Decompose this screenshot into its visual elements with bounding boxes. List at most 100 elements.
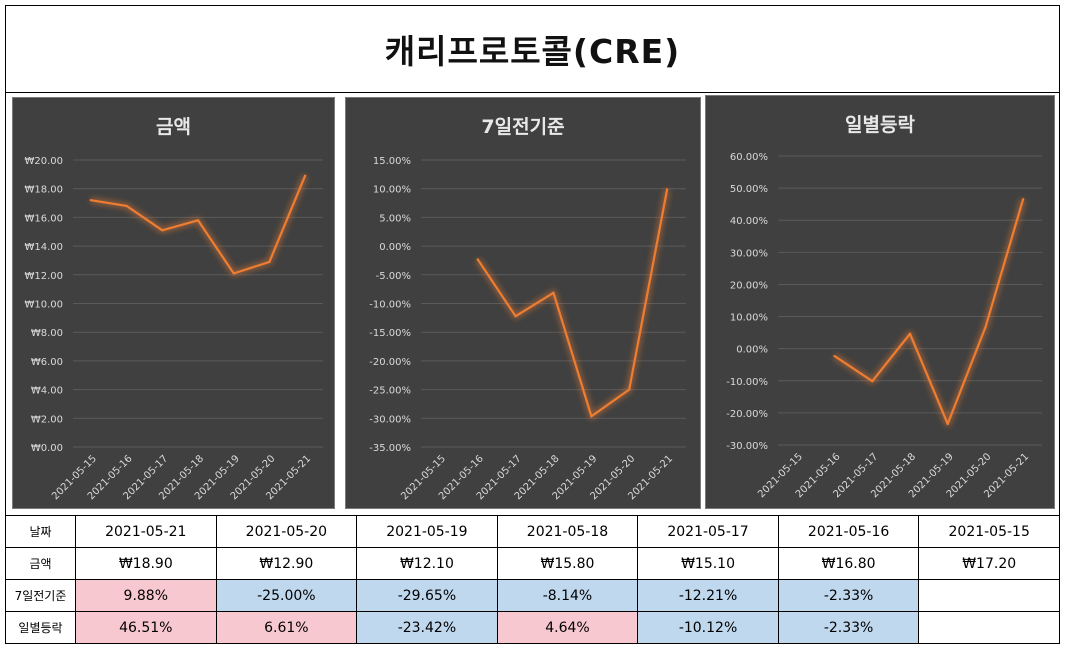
table-cell: 2021-05-21 (75, 515, 217, 548)
chart-amount: 금액 ₩20.00 ₩18.00 ₩16.00 ₩14.00 ₩12.00 ₩10.00 ₩… (12, 97, 335, 509)
table-cell: ₩18.90 (75, 547, 217, 580)
chart-title: 일별등락 (845, 114, 915, 136)
series-line (833, 198, 1025, 425)
series-line (476, 189, 669, 418)
table-cell: 2021-05-20 (215, 515, 358, 548)
y-tick-label: ₩18.00 (24, 185, 63, 196)
y-tick-label: ₩12.00 (24, 271, 63, 282)
y-tick-label: -35.00% (369, 443, 411, 454)
data-point (268, 260, 271, 264)
data-point (833, 354, 836, 358)
data-point (1021, 198, 1025, 201)
table-cell: 6.61% (215, 611, 358, 644)
table-cell: ₩12.90 (215, 547, 358, 580)
data-table: 날짜 2021-05-21 2021-05-20 2021-05-19 2021… (5, 515, 1060, 644)
table-cell: ₩15.80 (496, 547, 639, 580)
table-cell (918, 611, 1060, 644)
table-cell: 9.88% (75, 579, 217, 612)
y-tick-label: ₩6.00 (31, 357, 63, 368)
y-tick-label: ₩20.00 (24, 156, 63, 167)
data-point (984, 326, 987, 329)
table-cell (918, 579, 1060, 612)
data-point (946, 422, 949, 426)
row-label-date: 날짜 (5, 515, 76, 548)
y-tick-label: ₩16.00 (24, 213, 63, 224)
data-point (514, 314, 517, 318)
chart-title: 금액 (156, 116, 191, 138)
table-cell: 2021-05-16 (777, 515, 920, 548)
y-tick-label: 5.00% (379, 213, 411, 224)
table-cell: -8.14% (496, 579, 639, 612)
data-point (232, 272, 235, 275)
title-box: 캐리프로토콜(CRE) (5, 5, 1060, 93)
y-tick-label: 40.00% (730, 216, 768, 227)
data-point (161, 229, 164, 232)
y-tick-label: -10.00% (369, 300, 411, 311)
data-point (871, 379, 874, 383)
y-tick-label: 0.00% (736, 345, 768, 356)
data-point (125, 204, 128, 208)
table-cell: -29.65% (356, 579, 498, 612)
table-cell: -23.42% (356, 611, 498, 644)
data-point (89, 198, 93, 202)
table-cell: ₩17.20 (918, 547, 1060, 580)
data-point (590, 415, 593, 418)
table-cell: 4.64% (496, 611, 639, 644)
table-cell: -2.33% (777, 611, 920, 644)
page-title: 캐리프로토콜(CRE) (384, 32, 681, 71)
y-tick-label: 15.00% (373, 156, 411, 167)
y-tick-label: -10.00% (726, 377, 768, 388)
table-cell: 2021-05-15 (918, 515, 1060, 548)
data-point (196, 219, 200, 222)
table-cell: 2021-05-18 (496, 515, 639, 548)
y-tick-label: -5.00% (376, 271, 411, 282)
table-cell: ₩16.80 (777, 547, 920, 580)
y-tick-label: 0.00% (379, 242, 411, 253)
series-line-glow (832, 198, 1026, 427)
y-tick-label: ₩14.00 (24, 242, 63, 253)
y-tick-label: ₩8.00 (31, 328, 63, 339)
y-tick-label: 60.00% (730, 152, 768, 163)
data-point (665, 188, 669, 191)
table-row-amount: 금액 ₩18.90 ₩12.90 ₩12.10 ₩15.80 ₩15.10 ₩1… (5, 547, 1060, 580)
chart-svg: ₩20.00 ₩18.00 ₩16.00 ₩14.00 ₩12.00 ₩10.00 ₩8.0… (24, 156, 323, 502)
table-cell: -12.21% (637, 579, 779, 612)
table-cell: 46.51% (75, 611, 217, 644)
data-point (552, 291, 555, 295)
table-cell: ₩12.10 (356, 547, 498, 580)
chart-7day: 7일전기준 15.00% 10.00% 5.00% 0.00% -5.00% -10.00… (345, 97, 701, 509)
table-row-daily: 일별등락 46.51% 6.61% -23.42% 4.64% -10.12% … (5, 611, 1060, 644)
chart-daily: 일별등락 60.00% 50.00% 40.00% 30.00% 20.00% 10.00… (705, 95, 1055, 509)
y-tick-label: 50.00% (730, 184, 768, 195)
chart-svg: 60.00% 50.00% 40.00% 30.00% 20.00% 10.00% 0.00… (726, 152, 1042, 500)
data-point (476, 258, 479, 261)
data-point (908, 332, 912, 335)
row-label-amount: 금액 (5, 547, 76, 580)
chart-title: 7일전기준 (481, 116, 565, 138)
table-cell: -2.33% (777, 579, 920, 612)
y-tick-label: ₩2.00 (31, 414, 63, 425)
table-row-date: 날짜 2021-05-21 2021-05-20 2021-05-19 2021… (5, 515, 1060, 548)
y-tick-label: -30.00% (726, 441, 768, 452)
chart-svg: 15.00% 10.00% 5.00% 0.00% -5.00% -10.00% -15.0… (369, 156, 686, 502)
table-row-week: 7일전기준 9.88% -25.00% -29.65% -8.14% -12.2… (5, 579, 1060, 612)
y-tick-label: ₩4.00 (31, 386, 63, 397)
y-tick-label: -20.00% (726, 409, 768, 420)
data-point (628, 388, 631, 391)
y-tick-label: 20.00% (730, 280, 768, 291)
table-cell: 2021-05-17 (637, 515, 779, 548)
y-tick-label: -30.00% (369, 414, 411, 425)
charts-row: 금액 ₩20.00 ₩18.00 ₩16.00 ₩14.00 ₩12.00 ₩10.00 ₩… (5, 93, 1060, 515)
y-tick-label: -25.00% (369, 386, 411, 397)
series-line-glow (90, 174, 308, 277)
y-tick-label: 10.00% (373, 185, 411, 196)
y-tick-label: 30.00% (730, 248, 768, 259)
y-tick-label: ₩10.00 (24, 300, 63, 311)
row-label-week: 7일전기준 (5, 579, 76, 612)
table-cell: ₩15.10 (637, 547, 779, 580)
y-tick-label: -15.00% (369, 328, 411, 339)
table-cell: -10.12% (637, 611, 779, 644)
y-tick-label: ₩0.00 (31, 443, 63, 454)
y-tick-label: 10.00% (730, 313, 768, 324)
y-tick-label: -20.00% (369, 357, 411, 368)
